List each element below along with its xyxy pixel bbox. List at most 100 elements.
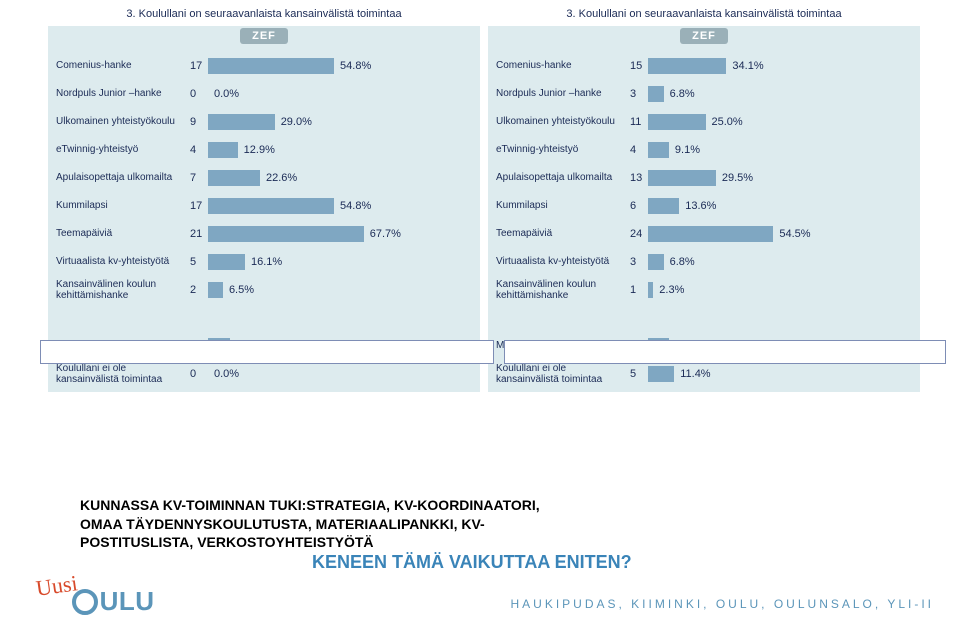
row-bar-area: 54.8% — [208, 56, 472, 76]
row-bar — [648, 142, 669, 158]
row-bar-area: 6.5% — [208, 280, 472, 300]
row-bar-area: 22.6% — [208, 168, 472, 188]
row-label: Virtuaalista kv-yhteistyötä — [56, 256, 190, 268]
row-pct: 29.0% — [281, 116, 312, 128]
footer-line1: KUNNASSA KV-TOIMINNAN TUKI:STRATEGIA, KV… — [80, 497, 540, 513]
row-bar-area: 6.8% — [648, 84, 912, 104]
row-bar — [648, 170, 716, 186]
row-pct: 6.8% — [670, 88, 695, 100]
row-bar — [208, 226, 364, 242]
row-bar — [648, 198, 679, 214]
row-bar-area: 0.0% — [208, 364, 472, 384]
row-pct: 2.3% — [659, 284, 684, 296]
row-count: 0 — [190, 368, 208, 380]
row-bar-area: 12.9% — [208, 140, 472, 160]
row-count: 21 — [190, 228, 208, 240]
row-bar — [648, 366, 674, 382]
row-bar-area: 16.1% — [208, 252, 472, 272]
chart-row: Teemapäiviä2167.7% — [56, 220, 472, 248]
row-pct: 22.6% — [266, 172, 297, 184]
row-bar — [208, 170, 260, 186]
chart-row: Ulkomainen yhteistyökoulu9 29.0% — [56, 108, 472, 136]
zef-row: ZEF — [488, 26, 920, 48]
footer-line2: OMAA TÄYDENNYSKOULUTUSTA, MATERIAALIPANK… — [80, 516, 485, 532]
row-pct: 54.8% — [340, 60, 371, 72]
row-label: Nordpuls Junior –hanke — [496, 88, 630, 100]
row-bar-area: 2.3% — [648, 280, 912, 300]
row-pct: 25.0% — [712, 116, 743, 128]
row-count: 7 — [190, 172, 208, 184]
logo-area: Uusi ULU — [36, 573, 155, 617]
chart-row: eTwinnig-yhteistyö4 9.1% — [496, 136, 912, 164]
chart-row: eTwinnig-yhteistyö412.9% — [56, 136, 472, 164]
row-bar — [648, 254, 664, 270]
zef-row: ZEF — [48, 26, 480, 48]
row-bar-area — [648, 308, 912, 328]
row-pct: 29.5% — [722, 172, 753, 184]
chart-row: Kummilapsi613.6% — [496, 192, 912, 220]
row-bar — [648, 58, 726, 74]
row-bar — [208, 142, 238, 158]
row-bar-area: 0.0% — [208, 84, 472, 104]
row-label: Teemapäiviä — [56, 228, 190, 240]
chart-left-title: 3. Koulullani on seuraavanlaista kansain… — [48, 4, 480, 26]
row-bar — [208, 254, 245, 270]
row-count: 3 — [630, 88, 648, 100]
row-bar-area: 13.6% — [648, 196, 912, 216]
row-count: 11 — [630, 116, 648, 128]
row-bar-area — [208, 308, 472, 328]
chart-row: Kansainvälinen koulun kehittämishanke1 2.… — [496, 276, 912, 304]
blank-overlay-left — [40, 340, 494, 364]
chart-row: Nordpuls Junior –hanke3 6.8% — [496, 80, 912, 108]
row-label: Apulaisopettaja ulkomailta — [496, 172, 630, 184]
row-pct: 16.1% — [251, 256, 282, 268]
row-pct: 9.1% — [675, 144, 700, 156]
row-bar-area: 29.0% — [208, 112, 472, 132]
row-bar-area: 67.7% — [208, 224, 472, 244]
row-label: Kansainvälinen koulun kehittämishanke — [496, 279, 630, 302]
row-pct: 13.6% — [685, 200, 716, 212]
footer-text: KUNNASSA KV-TOIMINNAN TUKI:STRATEGIA, KV… — [80, 496, 640, 551]
row-label: eTwinnig-yhteistyö — [496, 144, 630, 156]
row-count: 5 — [190, 256, 208, 268]
row-label: Koulullani ei ole kansainvälistä toimint… — [56, 363, 190, 386]
row-bar — [648, 86, 664, 102]
row-count: 15 — [630, 60, 648, 72]
row-pct: 54.8% — [340, 200, 371, 212]
row-label: Kansainvälinen koulun kehittämishanke — [56, 279, 190, 302]
row-label: Ulkomainen yhteistyökoulu — [56, 116, 190, 128]
chart-row: Teemapäiviä2454.5% — [496, 220, 912, 248]
chart-row — [496, 304, 912, 332]
row-count: 4 — [630, 144, 648, 156]
chart-row: Koulullani ei ole kansainvälistä toimint… — [56, 360, 472, 388]
row-bar-area: 54.5% — [648, 224, 912, 244]
row-bar — [648, 114, 706, 130]
row-label: Ulkomainen yhteistyökoulu — [496, 116, 630, 128]
chart-row: Comenius-hanke17 54.8% — [56, 52, 472, 80]
charts-container: 3. Koulullani on seuraavanlaista kansain… — [0, 0, 960, 392]
row-label: Comenius-hanke — [496, 60, 630, 72]
row-count: 1 — [630, 284, 648, 296]
row-label: Comenius-hanke — [56, 60, 190, 72]
row-count: 5 — [630, 368, 648, 380]
row-label: Nordpuls Junior –hanke — [56, 88, 190, 100]
row-pct: 6.8% — [670, 256, 695, 268]
row-count: 17 — [190, 200, 208, 212]
row-pct: 12.9% — [244, 144, 275, 156]
row-pct: 34.1% — [732, 60, 763, 72]
municipalities: HAUKIPUDAS, KIIMINKI, OULU, OULUNSALO, Y… — [510, 597, 934, 611]
row-bar — [208, 282, 223, 298]
chart-row: Kummilapsi1754.8% — [56, 192, 472, 220]
row-pct: 0.0% — [214, 368, 239, 380]
row-count: 24 — [630, 228, 648, 240]
row-count: 17 — [190, 60, 208, 72]
oulu-text: ULU — [100, 586, 155, 617]
row-count: 2 — [190, 284, 208, 296]
chart-row: Nordpuls Junior –hanke00.0% — [56, 80, 472, 108]
chart-right-title: 3. Koulullani on seuraavanlaista kansain… — [488, 4, 920, 26]
row-bar-area: 11.4% — [648, 364, 912, 384]
chart-row: Comenius-hanke15 34.1% — [496, 52, 912, 80]
chart-row: Apulaisopettaja ulkomailta1329.5% — [496, 164, 912, 192]
row-count: 9 — [190, 116, 208, 128]
chart-row: Kansainvälinen koulun kehittämishanke26.… — [56, 276, 472, 304]
